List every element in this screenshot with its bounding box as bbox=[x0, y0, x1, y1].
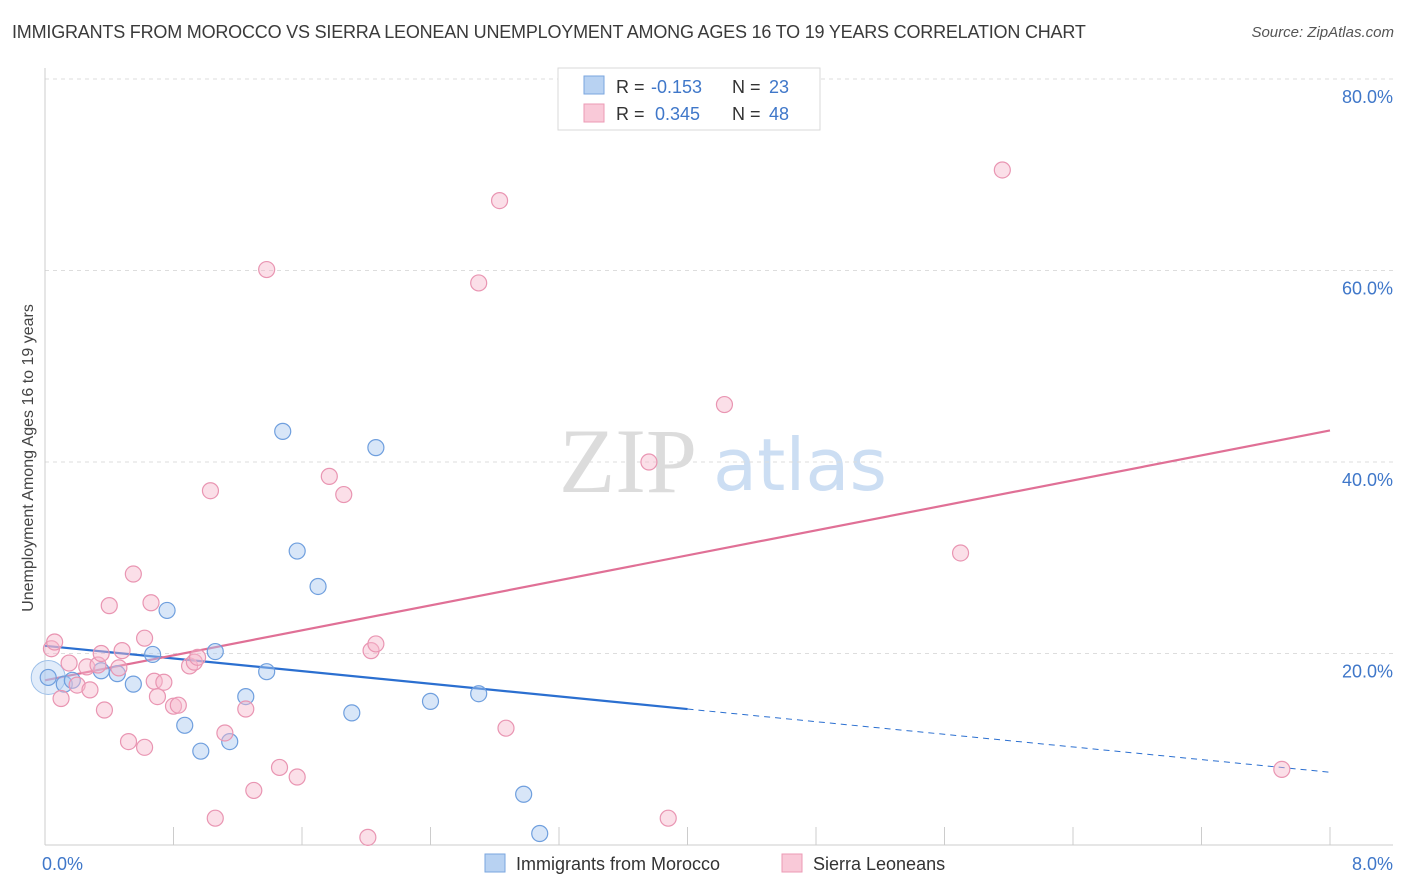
point-sierra bbox=[993, 161, 1011, 179]
point-morocco bbox=[515, 785, 533, 803]
point-morocco bbox=[274, 422, 292, 440]
series-legend-swatch-sierra bbox=[781, 853, 803, 873]
legend-r-label-sierra: R = bbox=[616, 104, 645, 124]
point-sierra bbox=[68, 676, 86, 694]
point-sierra bbox=[715, 395, 734, 414]
point-morocco bbox=[55, 675, 73, 693]
point-sierra bbox=[95, 701, 114, 719]
point-sierra bbox=[359, 828, 377, 846]
y-tick-label: 60.0% bbox=[1342, 279, 1393, 299]
stats-legend: R = -0.153 N = 23 R = 0.345 N = 48 bbox=[557, 67, 821, 131]
source-note: Source: ZipAtlas.com bbox=[1251, 24, 1394, 41]
legend-n-value-morocco: 23 bbox=[769, 77, 789, 97]
point-sierra bbox=[245, 781, 263, 800]
point-sierra bbox=[201, 482, 220, 500]
legend-n-value-sierra: 48 bbox=[769, 104, 789, 124]
legend-swatch-morocco bbox=[583, 75, 605, 95]
point-sierra bbox=[951, 544, 970, 562]
series-legend: Immigrants from Morocco Sierra Leoneans bbox=[484, 853, 945, 874]
point-morocco bbox=[258, 663, 276, 681]
point-sierra bbox=[216, 724, 234, 742]
point-sierra bbox=[113, 642, 131, 660]
point-morocco bbox=[237, 687, 255, 706]
point-sierra bbox=[185, 653, 203, 671]
x-tick-label-max: 8.0% bbox=[1352, 854, 1393, 874]
series-legend-swatch-morocco bbox=[484, 853, 506, 873]
y-tick-label: 40.0% bbox=[1342, 470, 1393, 490]
point-sierra bbox=[258, 260, 276, 279]
point-sierra bbox=[148, 687, 167, 706]
point-morocco bbox=[221, 732, 239, 751]
point-sierra bbox=[110, 659, 128, 677]
point-sierra bbox=[124, 565, 142, 583]
point-morocco bbox=[158, 601, 176, 620]
point-sierra bbox=[320, 467, 338, 485]
point-sierra bbox=[206, 809, 224, 827]
point-sierra bbox=[640, 453, 658, 471]
point-morocco bbox=[288, 542, 306, 560]
watermark-zip: ZIP bbox=[559, 410, 697, 512]
chart-title: IMMIGRANTS FROM MOROCCO VS SIERRA LEONEA… bbox=[12, 22, 1086, 42]
point-morocco bbox=[63, 671, 81, 689]
point-morocco bbox=[192, 742, 210, 760]
point-morocco bbox=[124, 675, 142, 693]
y-tick-label: 20.0% bbox=[1342, 662, 1393, 682]
point-morocco bbox=[421, 692, 440, 710]
point-sierra bbox=[1273, 760, 1291, 778]
legend-n-label-sierra: N = bbox=[732, 104, 761, 124]
point-morocco bbox=[367, 439, 385, 457]
legend-n-label-morocco: N = bbox=[732, 77, 761, 97]
point-sierra bbox=[46, 633, 64, 651]
point-sierra bbox=[288, 768, 306, 786]
x-tick-label-min: 0.0% bbox=[42, 854, 83, 874]
trend-line-sierra bbox=[44, 429, 1331, 682]
point-sierra bbox=[92, 644, 110, 663]
point-morocco bbox=[39, 668, 57, 687]
point-morocco bbox=[531, 824, 549, 843]
trend-line-morocco-extrapolated bbox=[687, 708, 1331, 773]
point-sierra bbox=[52, 689, 70, 708]
point-sierra bbox=[335, 485, 353, 504]
y-axis-label: Unemployment Among Ages 16 to 19 years bbox=[20, 304, 37, 612]
series-legend-label-sierra: Sierra Leoneans bbox=[813, 854, 945, 874]
point-sierra bbox=[490, 192, 509, 210]
point-morocco bbox=[176, 716, 194, 734]
point-sierra bbox=[119, 732, 138, 751]
point-sierra bbox=[155, 673, 173, 691]
point-morocco bbox=[343, 704, 361, 722]
point-sierra bbox=[497, 719, 515, 737]
legend-r-value-morocco: -0.153 bbox=[651, 77, 702, 97]
point-morocco bbox=[309, 577, 327, 596]
point-sierra bbox=[81, 681, 99, 699]
point-sierra bbox=[367, 635, 385, 653]
point-sierra bbox=[169, 696, 187, 714]
point-morocco bbox=[206, 642, 224, 661]
trend-line-morocco bbox=[44, 644, 688, 711]
legend-r-value-sierra: 0.345 bbox=[655, 104, 700, 124]
point-morocco bbox=[144, 645, 162, 664]
point-morocco bbox=[470, 685, 488, 703]
point-sierra bbox=[100, 597, 118, 615]
point-sierra bbox=[142, 594, 160, 612]
legend-r-label-morocco: R = bbox=[616, 77, 645, 97]
point-sierra bbox=[470, 274, 488, 292]
legend-swatch-sierra bbox=[583, 103, 605, 123]
y-tick-label: 80.0% bbox=[1342, 87, 1393, 107]
point-sierra bbox=[188, 648, 207, 666]
point-sierra bbox=[270, 758, 289, 777]
point-sierra bbox=[237, 700, 255, 718]
point-sierra bbox=[135, 629, 154, 647]
point-sierra bbox=[659, 809, 677, 827]
point-sierra bbox=[60, 654, 78, 672]
point-sierra bbox=[135, 738, 154, 756]
series-legend-label-morocco: Immigrants from Morocco bbox=[516, 854, 720, 874]
watermark-atlas: atlas bbox=[713, 423, 887, 507]
